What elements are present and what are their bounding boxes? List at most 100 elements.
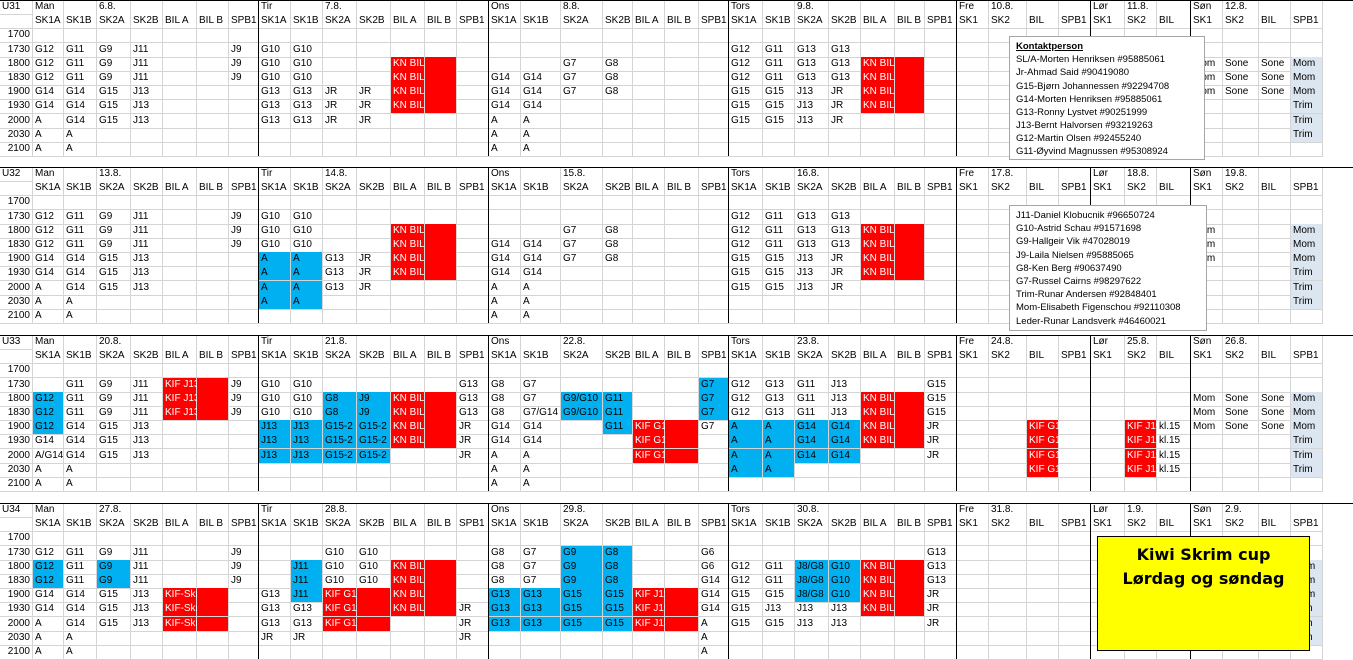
grid-cell[interactable]	[665, 99, 699, 115]
grid-cell[interactable]	[1125, 377, 1157, 393]
column-header[interactable]: BIL A	[861, 349, 895, 365]
grid-cell[interactable]	[895, 280, 925, 296]
schedule-cell[interactable]: Mom	[1291, 71, 1323, 86]
schedule-cell[interactable]: G12	[729, 209, 763, 225]
grid-cell[interactable]	[561, 531, 603, 547]
grid-cell[interactable]	[1191, 113, 1223, 129]
time-label[interactable]: 1900	[0, 420, 33, 436]
grid-cell[interactable]	[925, 238, 957, 253]
grid-cell[interactable]	[489, 56, 521, 72]
grid-cell[interactable]	[957, 363, 989, 379]
grid-cell[interactable]	[561, 309, 603, 324]
grid-cell[interactable]	[291, 127, 323, 143]
grid-cell[interactable]	[357, 127, 391, 143]
schedule-cell[interactable]	[895, 588, 925, 604]
column-header[interactable]: SK1B	[291, 14, 323, 30]
grid-cell[interactable]	[197, 195, 229, 211]
schedule-cell[interactable]: G13	[829, 238, 861, 253]
grid-cell[interactable]	[291, 309, 323, 324]
grid-cell[interactable]	[163, 28, 197, 44]
grid-cell[interactable]	[163, 99, 197, 115]
schedule-cell[interactable]: Sone	[1223, 420, 1259, 436]
grid-cell[interactable]	[1157, 377, 1191, 393]
schedule-cell[interactable]: G14	[33, 588, 64, 604]
grid-cell[interactable]	[97, 531, 131, 547]
grid-cell[interactable]	[633, 280, 665, 296]
schedule-cell[interactable]: G15	[97, 99, 131, 115]
grid-cell[interactable]	[457, 209, 489, 225]
grid-cell[interactable]	[323, 195, 357, 211]
grid-cell[interactable]	[1223, 448, 1259, 464]
column-header[interactable]: SK1A	[729, 517, 763, 533]
grid-cell[interactable]	[391, 448, 425, 464]
grid-cell[interactable]	[1157, 406, 1191, 421]
grid-cell[interactable]	[925, 252, 957, 268]
grid-cell[interactable]	[633, 167, 665, 182]
grid-cell[interactable]	[163, 363, 197, 379]
schedule-cell[interactable]: Trim	[1291, 127, 1323, 143]
schedule-cell[interactable]: G7	[521, 574, 561, 589]
day-name[interactable]: Tors	[729, 167, 763, 182]
schedule-cell[interactable]: JR	[357, 85, 391, 101]
schedule-cell[interactable]: G9	[561, 545, 603, 561]
schedule-cell[interactable]: G7	[561, 252, 603, 268]
grid-cell[interactable]	[1027, 559, 1059, 575]
grid-cell[interactable]	[989, 616, 1027, 632]
schedule-cell[interactable]: J13	[131, 99, 163, 115]
schedule-cell[interactable]: Sone	[1259, 420, 1291, 436]
grid-cell[interactable]	[163, 434, 197, 450]
schedule-cell[interactable]: A	[64, 142, 97, 157]
schedule-cell[interactable]: J13	[131, 448, 163, 464]
schedule-cell[interactable]: G14	[64, 602, 97, 618]
schedule-cell[interactable]: KN BIL	[861, 223, 895, 239]
grid-cell[interactable]	[197, 545, 229, 561]
column-header[interactable]: BIL B	[197, 14, 229, 30]
schedule-cell[interactable]: G13	[795, 238, 829, 253]
grid-cell[interactable]	[357, 42, 391, 58]
grid-cell[interactable]	[163, 280, 197, 296]
schedule-cell[interactable]: G15	[97, 602, 131, 618]
column-header[interactable]: SK2A	[323, 14, 357, 30]
schedule-cell[interactable]: G14	[829, 434, 861, 450]
schedule-cell[interactable]: G12	[33, 42, 64, 58]
grid-cell[interactable]	[425, 630, 457, 646]
column-header[interactable]: SK2A	[795, 349, 829, 365]
grid-cell[interactable]	[425, 127, 457, 143]
schedule-cell[interactable]: G13	[259, 616, 291, 632]
grid-cell[interactable]	[633, 559, 665, 575]
grid-cell[interactable]	[1259, 42, 1291, 58]
schedule-cell[interactable]: KN BIL	[861, 406, 895, 421]
grid-cell[interactable]	[989, 195, 1027, 211]
schedule-cell[interactable]: G13	[291, 85, 323, 101]
schedule-cell[interactable]: A	[33, 142, 64, 157]
grid-cell[interactable]	[895, 462, 925, 478]
grid-cell[interactable]	[0, 14, 33, 30]
column-header[interactable]: SK2	[989, 349, 1027, 365]
grid-cell[interactable]	[925, 462, 957, 478]
schedule-cell[interactable]: JR	[925, 616, 957, 632]
day-name[interactable]: Lør	[1091, 335, 1125, 350]
grid-cell[interactable]	[1259, 209, 1291, 225]
grid-cell[interactable]	[97, 28, 131, 44]
column-header[interactable]: SK2	[1125, 181, 1157, 197]
day-date[interactable]: 15.8.	[561, 167, 603, 182]
grid-cell[interactable]	[391, 280, 425, 296]
schedule-cell[interactable]: Trim	[1291, 448, 1323, 464]
schedule-cell[interactable]: A	[33, 462, 64, 478]
schedule-cell[interactable]: G11	[64, 71, 97, 86]
schedule-cell[interactable]: G13	[259, 113, 291, 129]
column-header[interactable]: SK2B	[829, 181, 861, 197]
grid-cell[interactable]	[97, 294, 131, 310]
schedule-cell[interactable]: G15	[729, 252, 763, 268]
column-header[interactable]: SK2B	[603, 181, 633, 197]
grid-cell[interactable]	[457, 266, 489, 282]
grid-cell[interactable]	[699, 209, 729, 225]
schedule-cell[interactable]: G13	[259, 99, 291, 115]
schedule-cell[interactable]: KN BIL	[391, 391, 425, 407]
schedule-cell[interactable]: Trim	[1291, 434, 1323, 450]
schedule-cell[interactable]: G11	[763, 574, 795, 589]
schedule-cell[interactable]: J9	[229, 545, 259, 561]
day-name[interactable]: Tors	[729, 335, 763, 350]
grid-cell[interactable]	[603, 42, 633, 58]
grid-cell[interactable]	[357, 71, 391, 86]
